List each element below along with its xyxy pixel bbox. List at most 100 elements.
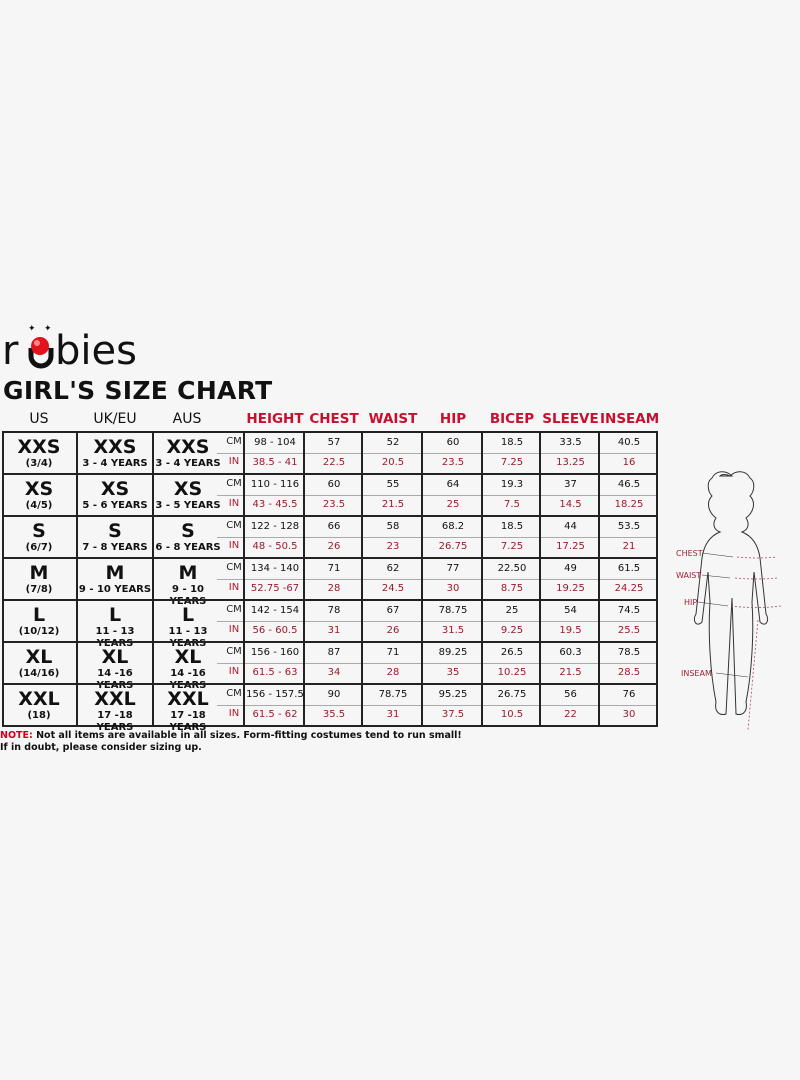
value-in: 13.25 (556, 457, 585, 468)
value-in: 19.25 (556, 583, 585, 594)
cell-waist: 62 24.5 (363, 559, 423, 599)
value-in: 21.5 (381, 499, 405, 510)
svg-text:bies: bies (55, 328, 137, 370)
cell-sleeve: 56 22 (541, 685, 600, 725)
table-row: L (10/12) L 11 - 13 YEARS L 11 - 13 YEARS CM IN… (2, 599, 658, 649)
value-in: 28 (386, 667, 400, 678)
value-cm: 71 (386, 647, 400, 658)
size-uk: XL 14 -16 YEARS (78, 643, 152, 691)
cell-hip: 60 23.5 (423, 433, 483, 473)
value-cm: 46.5 (617, 479, 641, 490)
size-aus-label: XL (174, 646, 202, 668)
row-divider (217, 621, 658, 622)
size-uk: L 11 - 13 YEARS (78, 601, 152, 649)
header-height: HEIGHT (246, 411, 304, 427)
cell-chest: 60 23.5 (305, 475, 363, 515)
value-cm: 49 (564, 563, 577, 574)
value-in: 22.5 (322, 457, 346, 468)
value-in: 31 (386, 709, 400, 720)
cell-bicep: 26.5 10.25 (483, 643, 541, 683)
table-row: S (6/7) S 7 - 8 YEARS S 6 - 8 YEARS CM IN 122 - … (2, 515, 658, 557)
cell-bicep: 22.50 8.75 (483, 559, 541, 599)
value-in: 17.25 (556, 541, 585, 552)
value-cm: 61.5 (617, 563, 641, 574)
size-aus-label: L (181, 604, 195, 626)
size-uk-label: M (105, 562, 125, 584)
size-us-detail: (10/12) (18, 626, 60, 637)
size-aus: XXL 17 -18 YEARS (154, 685, 222, 733)
size-aus: L 11 - 13 YEARS (154, 601, 222, 649)
unit-cm-label: CM (226, 646, 242, 657)
rubies-logo: r ✦ ✦ bies (2, 324, 137, 370)
svg-text:✦: ✦ (28, 324, 36, 334)
cell-waist: 71 28 (363, 643, 423, 683)
cell-waist: 52 20.5 (363, 433, 423, 473)
column-divider (303, 431, 305, 727)
size-us-detail: (6/7) (25, 542, 53, 553)
size-us: XS (4/5) (2, 475, 76, 515)
value-in: 7.25 (500, 457, 524, 468)
value-cm: 78.5 (617, 647, 641, 658)
value-cm: 40.5 (617, 437, 641, 448)
header-inseam: INSEAM (600, 411, 660, 427)
value-in: 7.25 (500, 541, 524, 552)
column-divider (539, 431, 541, 727)
column-divider (243, 431, 245, 727)
value-cm: 68.2 (441, 521, 465, 532)
value-cm: 90 (327, 689, 341, 700)
size-aus-label: XXL (167, 688, 209, 710)
row-divider (217, 537, 658, 538)
cell-bicep: 18.5 7.25 (483, 433, 541, 473)
size-us-detail: (7/8) (25, 584, 53, 595)
size-aus: XS 3 - 5 YEARS (154, 475, 222, 515)
size-aus-detail: 14 -16 YEARS (169, 668, 207, 691)
value-cm: 52 (386, 437, 400, 448)
column-divider (656, 431, 658, 727)
value-in: 18.25 (614, 499, 644, 510)
cell-height: 122 - 128 48 - 50.5 (245, 517, 305, 557)
value-cm: 74.5 (617, 605, 641, 616)
unit-in-label: IN (228, 498, 240, 509)
header-waist: WAIST (368, 411, 418, 427)
value-in: 48 - 50.5 (252, 541, 298, 552)
value-in: 21 (622, 541, 636, 552)
value-cm: 66 (327, 521, 341, 532)
table-row: XXS (3/4) XXS 3 - 4 YEARS XXS 3 - 4 YEARS CM IN… (2, 431, 658, 473)
cell-chest: 66 26 (305, 517, 363, 557)
value-in: 52.75 -67 (250, 583, 300, 594)
value-cm: 25 (505, 605, 519, 616)
value-cm: 76 (622, 689, 636, 700)
cell-inseam: 61.5 24.25 (600, 559, 658, 599)
value-cm: 18.5 (500, 521, 524, 532)
value-in: 35.5 (322, 709, 346, 720)
size-aus: XXS 3 - 4 YEARS (154, 433, 222, 473)
figure-label-chest: CHEST (676, 549, 703, 558)
size-us-detail: (14/16) (18, 668, 60, 679)
value-cm: 18.5 (500, 437, 524, 448)
value-in: 28.5 (617, 667, 641, 678)
value-in: 61.5 - 62 (252, 709, 298, 720)
cell-hip: 78.75 31.5 (423, 601, 483, 641)
unit-cm-label: CM (226, 604, 242, 615)
size-us-label: XXS (17, 436, 61, 458)
value-in: 24.5 (381, 583, 405, 594)
size-uk-label: L (108, 604, 122, 626)
value-cm: 78.75 (378, 689, 408, 700)
size-uk: XS 5 - 6 YEARS (78, 475, 152, 515)
size-us-label: L (32, 604, 46, 626)
size-uk-label: XS (100, 478, 130, 500)
value-cm: 60 (446, 437, 460, 448)
value-in: 38.5 - 41 (252, 457, 298, 468)
figure-label-hip: HIP (684, 598, 697, 607)
size-uk-label: XXL (94, 688, 136, 710)
column-divider (2, 431, 4, 727)
value-cm: 110 - 116 (250, 479, 300, 490)
cell-waist: 67 26 (363, 601, 423, 641)
size-us-detail: (3/4) (25, 458, 53, 469)
size-us: XL (14/16) (2, 643, 76, 683)
cell-bicep: 18.5 7.25 (483, 517, 541, 557)
value-cm: 57 (327, 437, 341, 448)
cell-inseam: 46.5 18.25 (600, 475, 658, 515)
